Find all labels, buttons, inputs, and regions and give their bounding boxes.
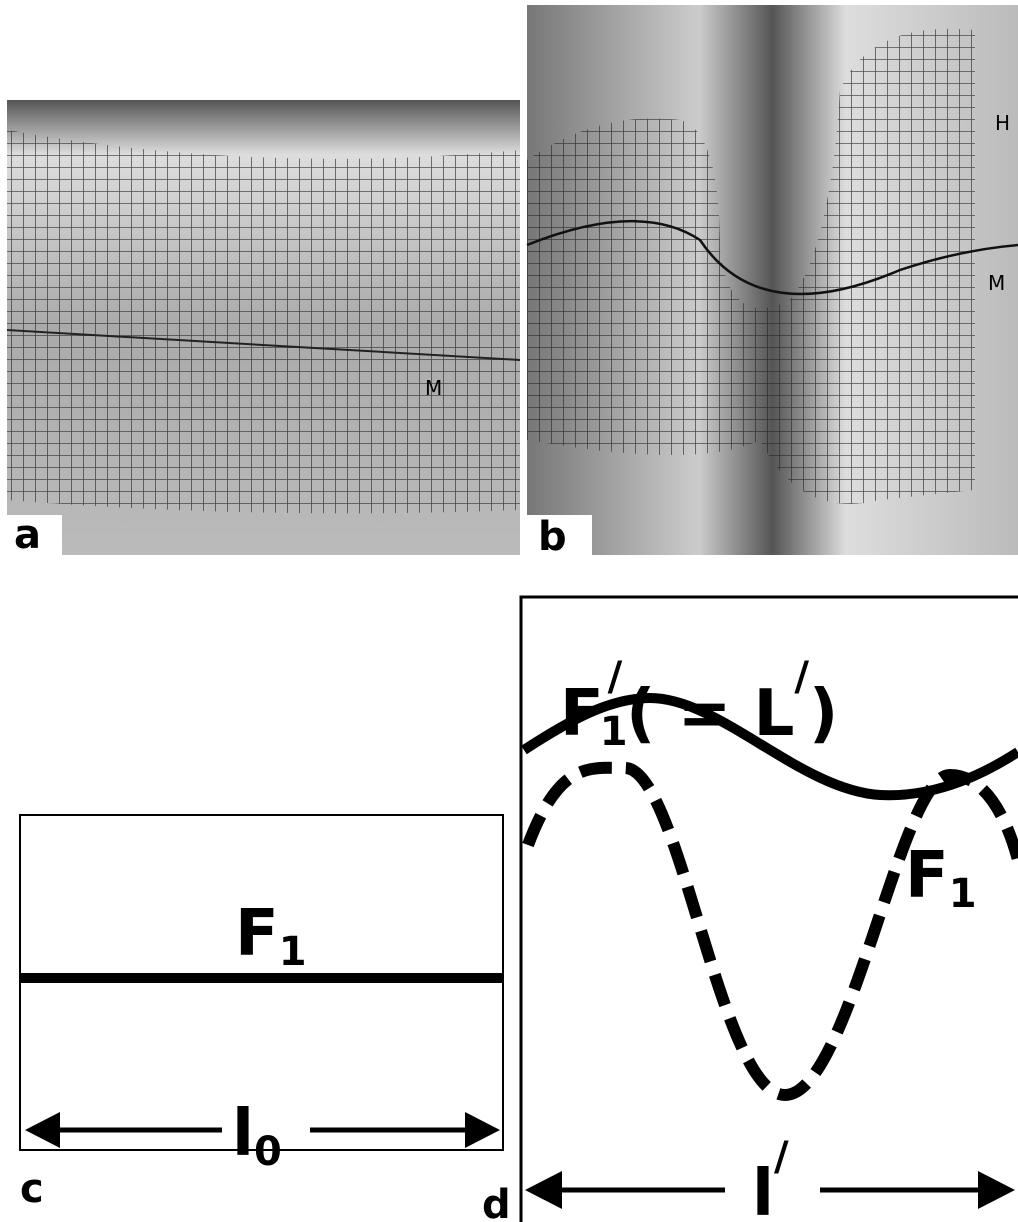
panel-label: d (482, 1182, 511, 1222)
diagram-d: F1/( = L/) F1 l/ d (482, 597, 1018, 1222)
label-main: F (235, 897, 279, 971)
panel-label: c (20, 1166, 44, 1212)
label-sup: / (774, 1134, 789, 1180)
annotation: M (988, 271, 1005, 295)
panel-label: b (538, 514, 567, 560)
label-sub: 1 (600, 709, 628, 755)
length-label: l0 (232, 1097, 282, 1175)
label-close: ) (809, 677, 838, 751)
page: a M b H M F1 l0 c F1/( = L/) F1 l/ d (()… (0, 0, 1018, 1222)
label-main: l (232, 1097, 254, 1171)
diagram-c: F1 l0 c (20, 815, 503, 1212)
panel-label: a (14, 512, 41, 558)
label-sub: 1 (949, 871, 977, 917)
dashed-label: F1 /( = L/) (560, 654, 838, 755)
solid-label: F1 (905, 839, 977, 917)
label-sub: 1 (279, 929, 307, 975)
label-main: F (905, 839, 949, 913)
label-sup: / (608, 654, 623, 700)
annotation: H (995, 111, 1010, 135)
photo-a: a M (7, 100, 520, 558)
label-main: l (752, 1157, 774, 1222)
label-rest: ( = L (626, 677, 794, 751)
figure: a M b H M F1 l0 c F1/( = L/) F1 l/ d (0, 0, 1018, 1222)
photo-b: b H M (527, 5, 1018, 560)
length-label: l/ (752, 1134, 789, 1222)
annotation: M (425, 376, 442, 400)
label-sub: 0 (254, 1129, 282, 1175)
label-main: F (560, 677, 604, 751)
line-label: F1 (235, 897, 307, 975)
label-sup: / (794, 654, 809, 700)
